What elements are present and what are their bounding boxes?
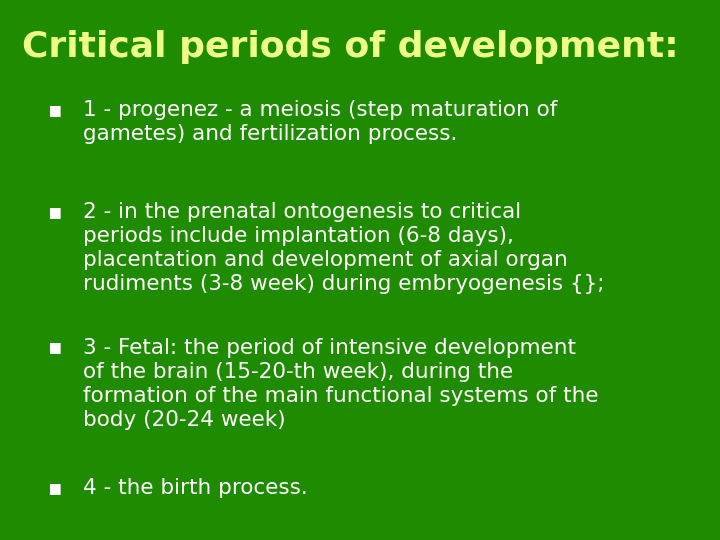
Text: ▪: ▪	[47, 478, 61, 498]
Text: 4 - the birth process.: 4 - the birth process.	[83, 478, 307, 498]
Text: 2 - in the prenatal ontogenesis to critical
periods include implantation (6-8 da: 2 - in the prenatal ontogenesis to criti…	[83, 202, 604, 294]
Text: ▪: ▪	[47, 100, 61, 120]
Text: 3 - Fetal: the period of intensive development
of the brain (15-20-th week), dur: 3 - Fetal: the period of intensive devel…	[83, 338, 598, 429]
Text: ▪: ▪	[47, 202, 61, 222]
Text: Critical periods of development:: Critical periods of development:	[22, 30, 678, 64]
Text: 1 - progenez - a meiosis (step maturation of
gametes) and fertilization process.: 1 - progenez - a meiosis (step maturatio…	[83, 100, 557, 144]
Text: ▪: ▪	[47, 338, 61, 357]
